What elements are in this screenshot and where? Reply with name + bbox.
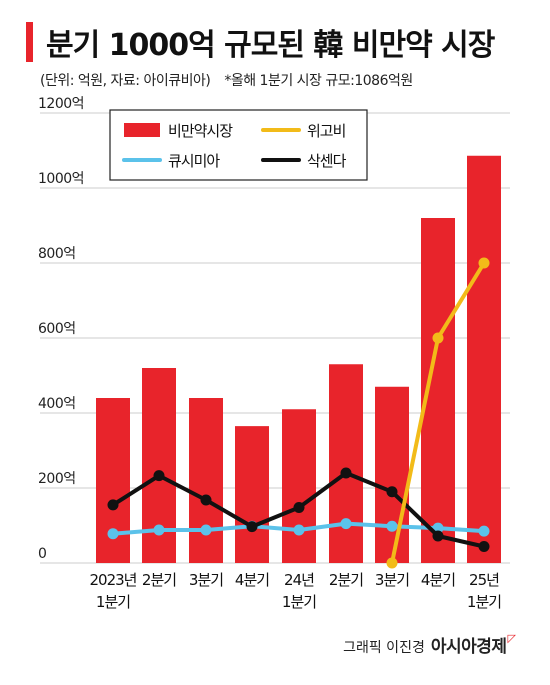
legend-label: 위고비: [307, 122, 345, 140]
x-tick-label: 4분기: [235, 571, 269, 589]
y-tick-label: 0: [38, 546, 46, 562]
credit-byline: 그래픽 이진경: [343, 640, 425, 656]
bar-market: [235, 426, 269, 563]
legend-label: 큐시미아: [168, 152, 220, 170]
y-tick-label: 1200억: [38, 96, 84, 112]
bar-market: [375, 386, 409, 563]
brand-mark-icon: ◸: [507, 632, 516, 645]
x-tick-label: 1분기: [96, 593, 130, 611]
chart-title: 분기 1000억 규모된 韓 비만약 시장: [46, 28, 495, 63]
x-tick-label: 2분기: [329, 571, 363, 589]
y-tick-label: 600억: [38, 321, 76, 337]
point-saxenda: [200, 494, 212, 506]
x-tick-label: 4분기: [421, 571, 455, 589]
point-saxenda: [386, 486, 398, 498]
point-qsymia: [200, 524, 212, 536]
point-saxenda: [153, 470, 165, 482]
point-saxenda: [246, 521, 258, 533]
bar-market: [189, 398, 223, 563]
title-accent-bar: [26, 22, 33, 62]
point-saxenda: [107, 499, 119, 511]
x-tick-label: 3분기: [375, 571, 409, 589]
market-size-note: *올해 1분기 시장 규모:1086억원: [224, 73, 413, 89]
credit: 그래픽 이진경 아시아경제◸: [343, 632, 516, 657]
point-wegovy: [386, 557, 398, 569]
bar-market: [467, 155, 501, 563]
point-qsymia: [153, 524, 165, 536]
x-tick-label: 1분기: [467, 593, 501, 611]
x-tick-label: 25년: [469, 571, 499, 589]
chart-subtitle: (단위: 억원, 자료: 아이큐비아) *올해 1분기 시장 규모:1086억원: [40, 70, 413, 90]
unit-source-note: (단위: 억원, 자료: 아이큐비아): [40, 73, 211, 89]
point-qsymia: [386, 520, 398, 532]
point-qsymia: [340, 518, 352, 530]
legend-box: [109, 109, 368, 181]
x-tick-label: 3분기: [189, 571, 223, 589]
y-tick-label: 800억: [38, 246, 76, 262]
x-tick-label: 2023년: [90, 571, 137, 589]
point-saxenda: [340, 467, 352, 479]
point-saxenda: [293, 502, 305, 513]
point-qsymia: [478, 525, 490, 537]
point-qsymia: [293, 524, 305, 536]
legend-label: 비만약시장: [168, 122, 233, 140]
bars: [96, 155, 501, 563]
y-tick-labels: 0 200억 400억 600억 800억 1000억 1200억: [38, 96, 85, 562]
y-tick-label: 200억: [38, 471, 76, 487]
point-saxenda: [478, 541, 490, 552]
x-tick-labels: 2023년 1분기 2분기 3분기 4분기 24년 1분기 2분기 3분기 4분기 25년 1분기: [90, 571, 503, 611]
brand-logo: 아시아경제: [430, 637, 507, 657]
y-tick-label: 400억: [38, 396, 76, 412]
bar-market: [329, 364, 363, 563]
y-tick-label: 1000억: [38, 171, 84, 187]
lines: [107, 257, 490, 569]
point-wegovy: [432, 332, 444, 344]
x-tick-label: 2분기: [142, 571, 176, 589]
legend-swatch: [124, 123, 160, 137]
point-saxenda: [432, 530, 444, 542]
x-tick-label: 1분기: [282, 593, 316, 611]
bar-market: [282, 409, 316, 563]
legend-label: 삭센다: [307, 152, 347, 170]
point-wegovy: [478, 257, 490, 269]
x-tick-label: 24년: [284, 571, 314, 589]
point-qsymia: [107, 528, 119, 540]
